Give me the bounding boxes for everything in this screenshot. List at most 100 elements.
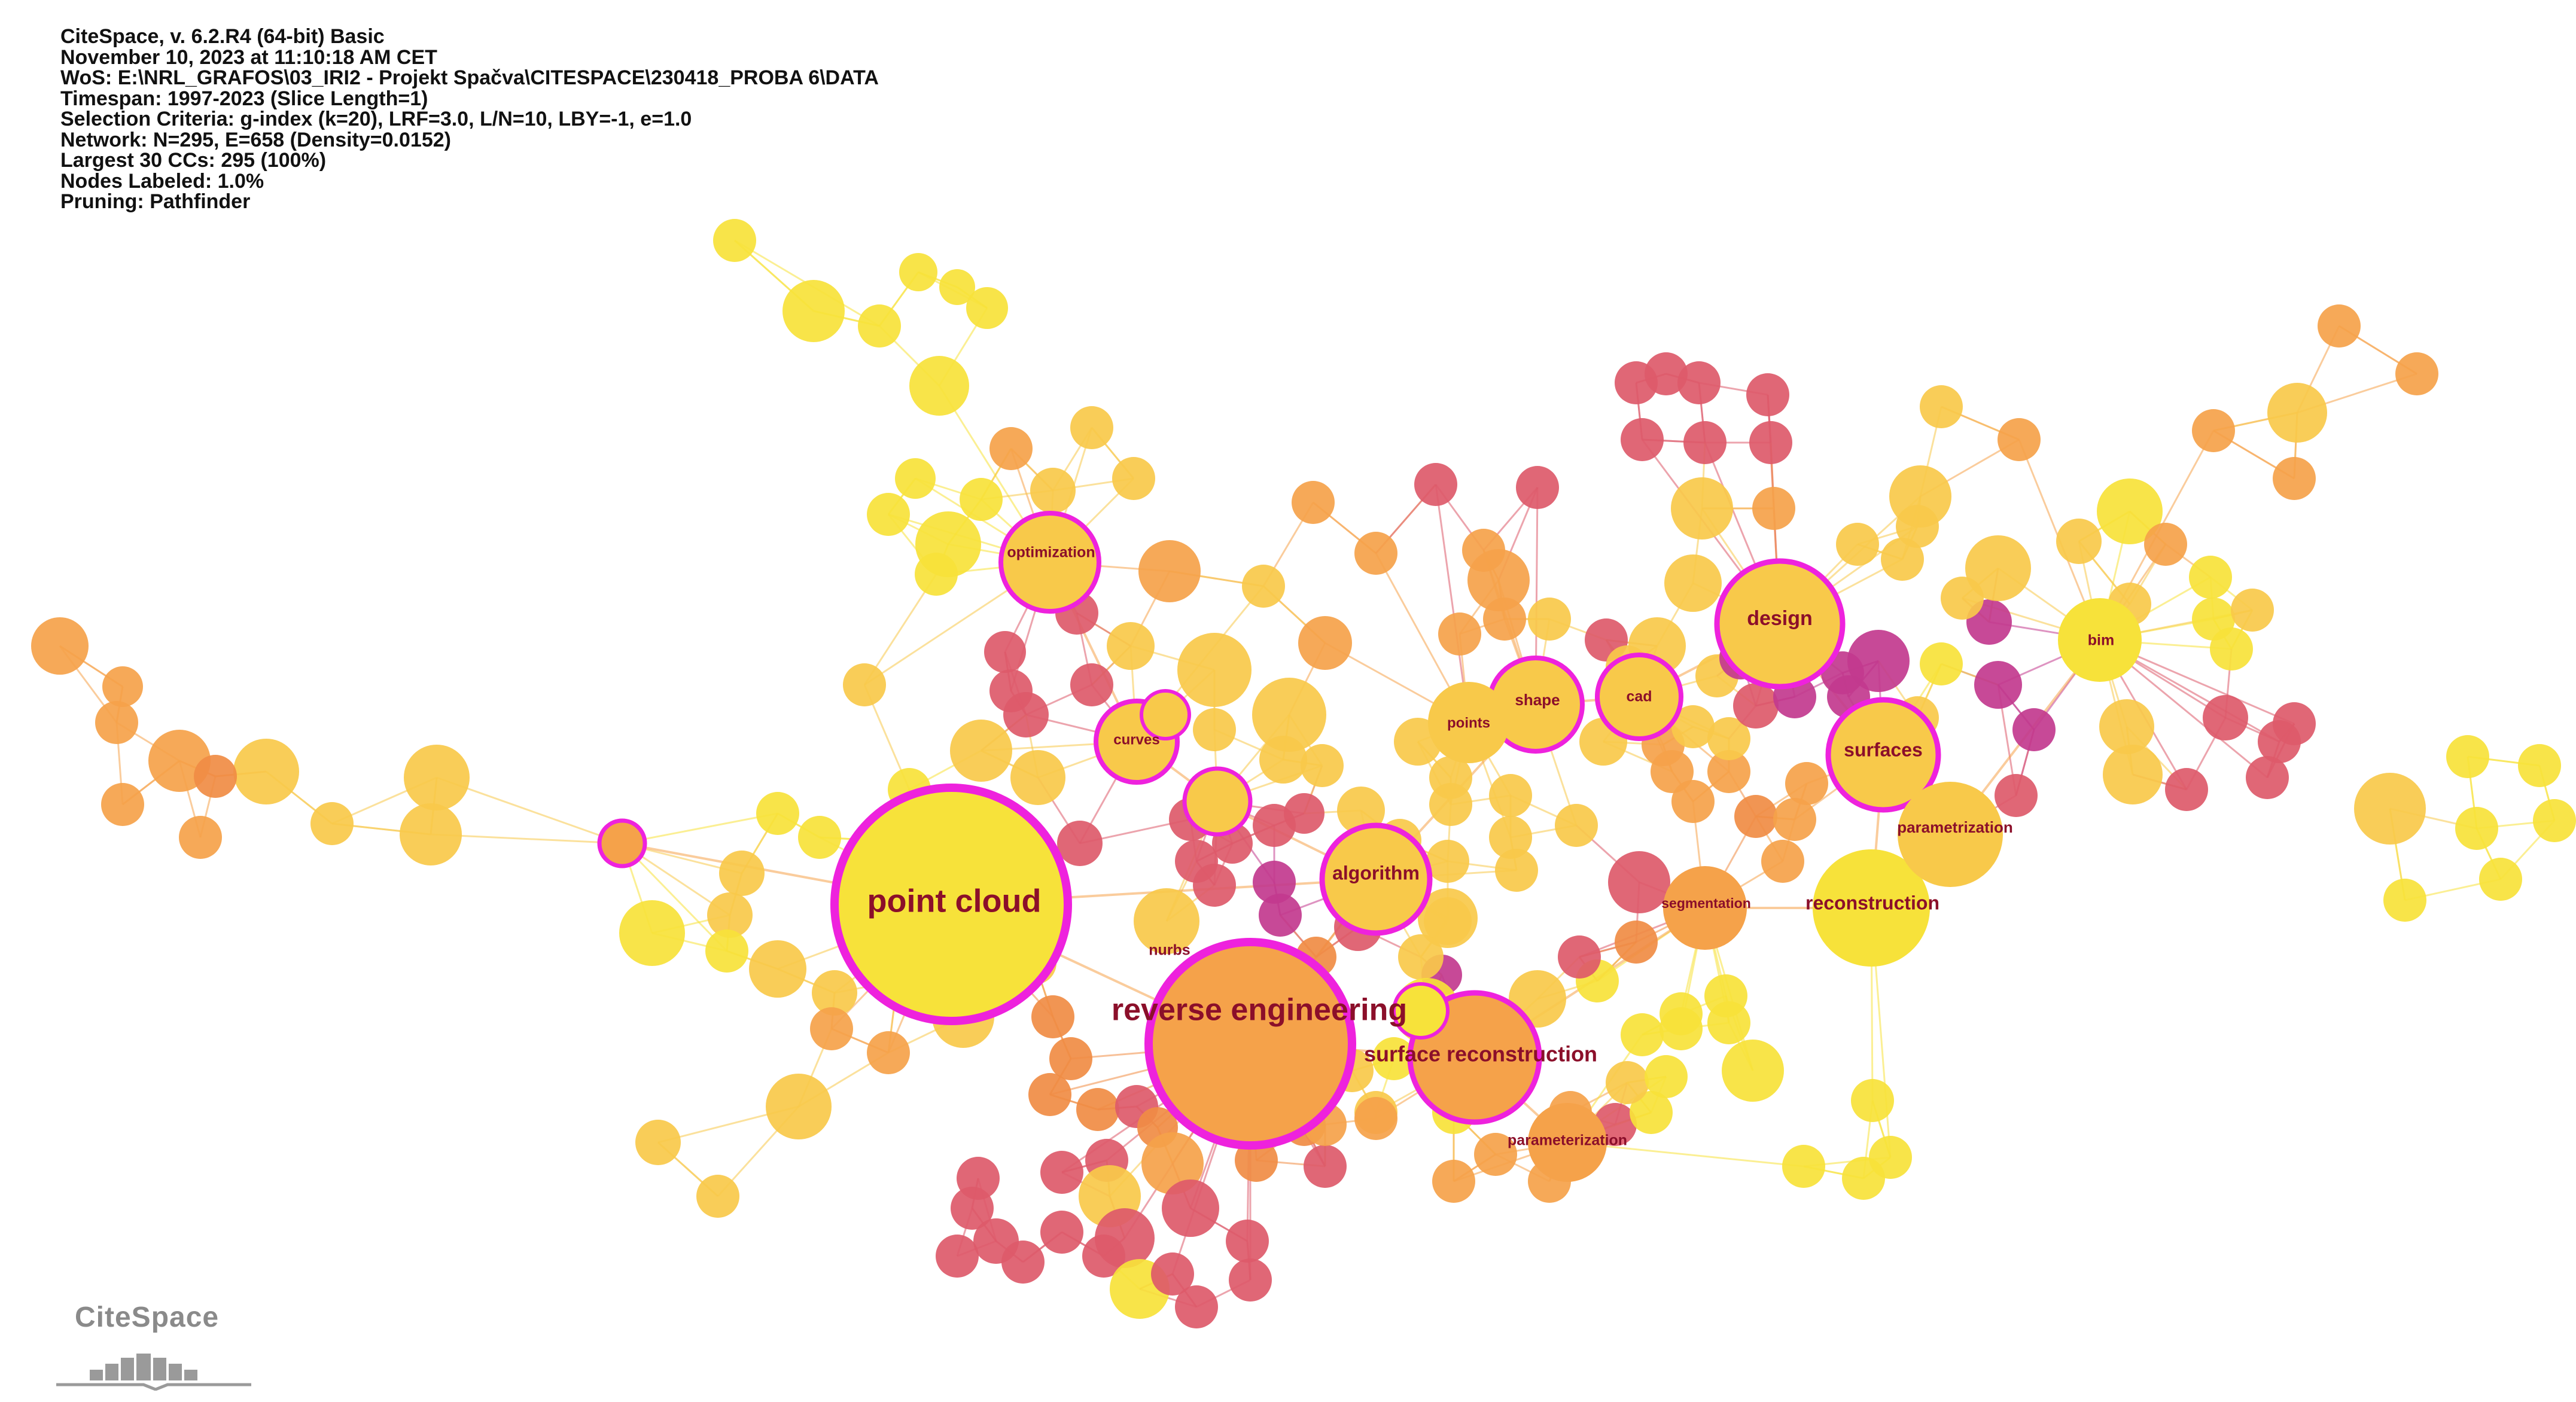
network-node[interactable] [2192, 409, 2235, 452]
network-node[interactable] [1489, 816, 1532, 859]
network-node[interactable] [705, 929, 748, 973]
network-node[interactable] [1226, 1220, 1269, 1263]
network-node[interactable] [1645, 1055, 1688, 1098]
network-node[interactable] [1001, 1241, 1045, 1284]
network-node[interactable] [950, 720, 1012, 782]
network-node[interactable] [1889, 465, 1951, 528]
network-node[interactable] [1354, 1097, 1397, 1140]
network-node[interactable] [1193, 708, 1236, 751]
network-node[interactable] [2189, 556, 2232, 599]
hub-small-ring[interactable] [597, 818, 647, 868]
network-node[interactable] [1474, 1133, 1517, 1176]
network-node[interactable] [194, 755, 237, 798]
network-node[interactable] [1752, 487, 1795, 530]
network-node[interactable] [404, 745, 470, 810]
network-node[interactable] [1162, 1179, 1219, 1237]
label-curves[interactable]: curves [1113, 732, 1159, 748]
network-node[interactable] [1028, 1073, 1071, 1116]
network-node[interactable] [2518, 744, 2561, 787]
network-node[interactable] [936, 1235, 979, 1278]
network-node[interactable] [1671, 780, 1715, 823]
network-node[interactable] [1734, 795, 1777, 838]
network-node[interactable] [1965, 535, 2031, 601]
network-node[interactable] [2479, 858, 2522, 901]
hub-bim[interactable] [2058, 598, 2142, 682]
hub-design[interactable] [1714, 558, 1846, 690]
network-node[interactable] [1070, 663, 1113, 706]
network-node[interactable] [867, 1031, 910, 1074]
network-node[interactable] [1301, 744, 1344, 787]
label-segmentation[interactable]: segmentation [1661, 895, 1751, 911]
label-point-cloud[interactable]: point cloud [867, 883, 1042, 919]
network-node[interactable] [1372, 1037, 1415, 1080]
network-node[interactable] [766, 1074, 832, 1139]
network-node[interactable] [400, 803, 462, 865]
network-node[interactable] [1722, 1040, 1784, 1102]
hub-reverse-engineering[interactable] [1144, 938, 1356, 1150]
network-node[interactable] [1304, 1145, 1347, 1188]
network-node[interactable] [1836, 523, 1879, 566]
network-node[interactable] [1398, 934, 1444, 980]
label-reconstruction[interactable]: reconstruction [1805, 892, 1939, 913]
network-node[interactable] [1112, 457, 1155, 500]
network-node[interactable] [951, 1187, 994, 1230]
network-node[interactable] [2246, 756, 2289, 799]
network-node[interactable] [798, 816, 841, 859]
network-node[interactable] [1414, 463, 1457, 506]
network-node[interactable] [984, 631, 1026, 673]
label-surfaces[interactable]: surfaces [1844, 739, 1923, 760]
network-node[interactable] [2395, 352, 2438, 395]
network-node[interactable] [1070, 406, 1113, 449]
network-node[interactable] [1483, 598, 1526, 641]
network-node[interactable] [1707, 750, 1750, 793]
network-node[interactable] [1516, 466, 1559, 509]
network-node[interactable] [2144, 523, 2187, 566]
network-node[interactable] [2097, 478, 2163, 544]
network-node[interactable] [1259, 894, 1302, 937]
network-node[interactable] [1881, 538, 1924, 581]
label-points[interactable]: points [1447, 715, 1490, 731]
network-node[interactable] [858, 304, 901, 348]
network-node[interactable] [915, 553, 958, 596]
network-node[interactable] [1558, 935, 1601, 979]
network-node[interactable] [1621, 1013, 1664, 1056]
network-node[interactable] [1031, 995, 1074, 1038]
network-node[interactable] [2383, 879, 2426, 922]
network-node[interactable] [101, 783, 144, 826]
network-node[interactable] [812, 970, 857, 1016]
network-node[interactable] [1049, 1037, 1092, 1080]
network-node[interactable] [2455, 807, 2498, 850]
network-node[interactable] [1974, 661, 2022, 709]
network-node[interactable] [1010, 750, 1065, 805]
network-node[interactable] [1107, 622, 1155, 670]
network-node[interactable] [1438, 612, 1481, 656]
network-node[interactable] [2273, 457, 2316, 500]
network-node[interactable] [2203, 695, 2248, 740]
network-node[interactable] [1175, 1285, 1218, 1328]
network-node[interactable] [1704, 974, 1747, 1017]
hub-algorithm[interactable] [1319, 822, 1433, 936]
network-node[interactable] [1920, 642, 1963, 685]
network-node[interactable] [1134, 888, 1199, 954]
network-node[interactable] [1229, 1258, 1272, 1302]
network-node[interactable] [1253, 861, 1296, 904]
network-node[interactable] [2165, 768, 2208, 811]
network-node[interactable] [1664, 554, 1722, 612]
network-node[interactable] [1432, 1160, 1475, 1203]
network-node[interactable] [1082, 1235, 1125, 1278]
network-node[interactable] [1177, 633, 1252, 707]
network-node[interactable] [2099, 699, 2154, 754]
network-node[interactable] [1842, 1157, 1885, 1200]
network-node[interactable] [782, 280, 845, 342]
network-node[interactable] [1615, 921, 1658, 964]
network-node[interactable] [635, 1120, 681, 1165]
network-node[interactable] [1426, 840, 1469, 883]
network-node[interactable] [1429, 783, 1472, 826]
network-node[interactable] [1785, 762, 1828, 805]
label-cad[interactable]: cad [1626, 688, 1652, 705]
hub-reconstruction[interactable] [1813, 849, 1930, 967]
network-node[interactable] [1495, 849, 1538, 892]
hub-surfaces[interactable] [1825, 697, 1941, 813]
network-node[interactable] [1941, 577, 1984, 620]
network-node[interactable] [756, 792, 799, 835]
